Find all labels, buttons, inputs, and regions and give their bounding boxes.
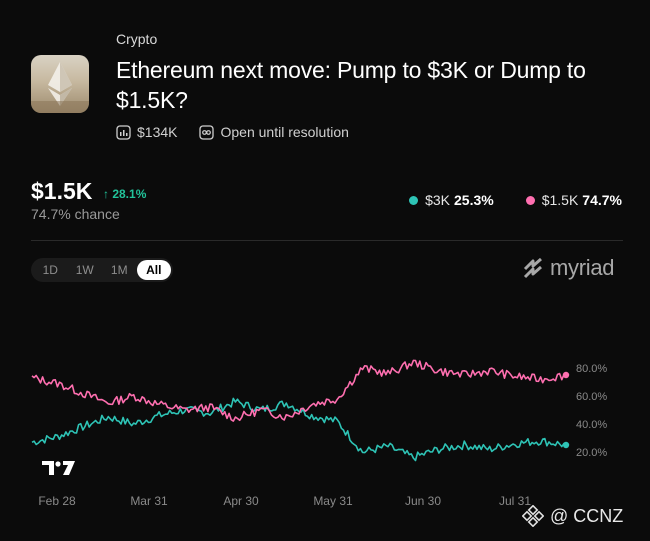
range-selector: 1D 1W 1M All — [31, 258, 173, 282]
myriad-logo-icon — [523, 257, 542, 279]
series-end-dot-1-5k — [562, 371, 570, 379]
tradingview-logo-icon — [42, 461, 75, 475]
legend-value-1-5k: 74.7% — [582, 192, 622, 208]
market-thumbnail — [31, 55, 89, 113]
y-tick-label: 80.0% — [576, 363, 607, 375]
legend-dot-3k — [409, 195, 419, 205]
x-tick-label: May 31 — [313, 494, 353, 508]
divider — [31, 240, 623, 241]
series-end-dot-3k — [562, 441, 570, 449]
market-volume: $134K — [137, 124, 178, 140]
legend-dot-1-5k — [525, 195, 535, 205]
ethereum-logo-icon — [31, 62, 89, 113]
legend-label-3k: $3K — [425, 192, 450, 208]
y-tick-label: 40.0% — [576, 419, 607, 431]
bar-chart-icon — [116, 124, 131, 140]
x-tick-label: Apr 30 — [223, 494, 259, 508]
x-tick-label: Jun 30 — [405, 494, 441, 508]
x-tick-label: Jul 31 — [499, 494, 531, 508]
market-category[interactable]: Crypto — [116, 31, 158, 47]
lead-chance: 74.7% chance — [31, 206, 120, 222]
watermark-text: @ CCNZ — [550, 505, 624, 526]
x-tick-label: Mar 31 — [130, 494, 168, 508]
range-tab-1d[interactable]: 1D — [42, 263, 58, 277]
lead-change: ↑ 28.1% — [103, 187, 147, 201]
series-line-1-5k — [31, 359, 567, 422]
range-tab-1m[interactable]: 1M — [110, 263, 128, 277]
brand-name: myriad — [550, 255, 615, 280]
market-title: Ethereum next move: Pump to $3K or Dump … — [116, 57, 586, 113]
binance-icon — [522, 505, 544, 527]
series-line-3k — [31, 397, 567, 462]
probability-chart[interactable]: 80.0% 60.0% 40.0% 20.0% Feb 28 Mar 31 Apr 30 M… — [0, 330, 650, 520]
legend-value-3k: 25.3% — [454, 192, 494, 208]
range-tab-all[interactable]: All — [136, 260, 171, 280]
infinity-icon — [199, 124, 215, 140]
legend-label-1-5k: $1.5K — [541, 192, 579, 208]
brand-logo: myriad — [522, 255, 615, 281]
y-tick-label: 60.0% — [576, 391, 607, 403]
market-status: Open until resolution — [220, 124, 349, 140]
outcome-legend: $3K 25.3% $1.5K 74.7% — [409, 192, 622, 208]
watermark: @ CCNZ — [522, 505, 623, 527]
range-tab-1w[interactable]: 1W — [75, 263, 94, 277]
x-tick-label: Feb 28 — [38, 494, 76, 508]
lead-price: $1.5K — [31, 178, 93, 204]
y-tick-label: 20.0% — [576, 447, 607, 459]
market-meta: $134K Open until resolution — [116, 124, 349, 140]
